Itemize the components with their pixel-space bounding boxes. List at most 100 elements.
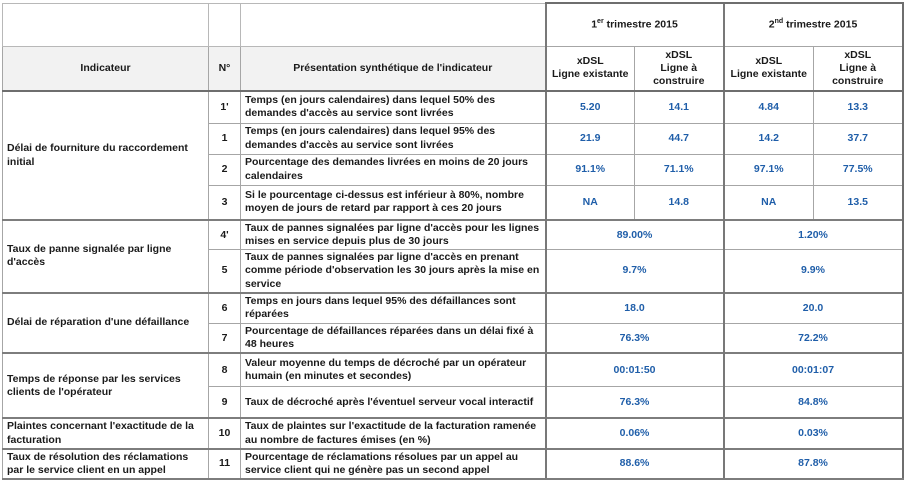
indicator-number: 4'	[208, 219, 241, 251]
indicator-group-label: Délai de fourniture du raccordement init…	[2, 90, 209, 221]
indicator-number: 2	[208, 153, 241, 186]
trimester-1-header: 1er trimestre 2015	[544, 2, 725, 47]
indicator-description: Pourcentage des demandes livrées en moin…	[240, 153, 546, 186]
col-header-q2-existing-line: xDSL Ligne existante	[722, 45, 815, 92]
col-header-q1-line-to-build: xDSL Ligne à construire	[633, 45, 725, 92]
table-row: Délai de réparation d'une défaillance 6 …	[2, 291, 904, 354]
indicator-description: Taux de décroché après l'éventuel serveu…	[240, 385, 546, 419]
value-cell: NA	[544, 184, 635, 221]
value-cell: 5.20	[544, 90, 635, 124]
value-cell: 71.1%	[633, 153, 725, 186]
trimester-2-header: 2nd trimestre 2015	[722, 2, 904, 47]
value-cell: 87.8%	[722, 447, 904, 480]
value-cell: 84.8%	[722, 385, 904, 419]
value-cell: NA	[722, 184, 815, 221]
indicator-description: Taux de plaintes sur l'exactitude de la …	[240, 417, 546, 450]
empty-cell	[2, 2, 209, 47]
table-row: Taux de résolution des réclamations par …	[2, 447, 904, 480]
indicator-group-label: Plaintes concernant l'exactitude de la f…	[2, 417, 209, 450]
subheader-line: Ligne existante	[552, 68, 629, 81]
value-cell: 37.7	[813, 122, 904, 155]
indicator-group-label: Délai de réparation d'une défaillance	[2, 291, 209, 354]
value-cell: 20.0	[722, 291, 904, 325]
subheader-line: Ligne à construire	[832, 61, 884, 87]
column-header-row: Indicateur N° Présentation synthétique d…	[2, 45, 904, 92]
indicator-description: Si le pourcentage ci-dessus est inférieu…	[240, 184, 546, 221]
subheader-line: Ligne existante	[730, 68, 807, 81]
indicator-number: 3	[208, 184, 241, 221]
empty-cell	[240, 2, 546, 47]
value-cell: 9.9%	[722, 249, 904, 294]
value-cell: 21.9	[544, 122, 635, 155]
trimester-2-label: trimestre 2015	[783, 18, 858, 31]
trimester-1-sup: er	[597, 17, 604, 25]
subheader-line: xDSL	[755, 55, 783, 68]
indicator-number: 5	[208, 249, 241, 294]
indicator-group-label: Temps de réponse par les services client…	[2, 352, 209, 419]
indicator-description: Pourcentage de réclamations résolues par…	[240, 447, 546, 480]
value-cell: 91.1%	[544, 153, 635, 186]
value-cell: 0.06%	[544, 417, 725, 450]
indicator-description: Temps (en jours calendaires) dans lequel…	[240, 122, 546, 155]
subheader-line: xDSL	[576, 55, 604, 68]
value-cell: 76.3%	[544, 385, 725, 419]
value-cell: 97.1%	[722, 153, 815, 186]
value-cell: 9.7%	[544, 249, 725, 294]
subheader-line: xDSL	[665, 48, 693, 61]
table-row: 2 Pourcentage des demandes livrées en mo…	[3, 153, 904, 186]
trimester-1-base: 1	[591, 18, 598, 31]
indicator-number: 7	[208, 323, 241, 354]
value-cell: 72.2%	[722, 323, 904, 354]
indicator-group-label: Taux de résolution des réclamations par …	[2, 447, 209, 480]
indicator-number: 9	[208, 385, 241, 419]
indicator-description: Temps en jours dans lequel 95% des défai…	[240, 291, 546, 325]
trimester-2-base: 2	[768, 18, 775, 31]
value-cell: 77.5%	[813, 153, 904, 186]
col-header-q2-line-to-build: xDSL Ligne à construire	[813, 45, 904, 92]
value-cell: 4.84	[722, 90, 815, 124]
subheader-line: Ligne à construire	[653, 61, 705, 87]
trimester-header-row: 1er trimestre 2015 2nd trimestre 2015	[2, 2, 904, 47]
indicator-number: 10	[208, 417, 241, 450]
value-cell: 44.7	[633, 122, 725, 155]
value-cell: 14.8	[633, 184, 725, 221]
col-header-indicateur: Indicateur	[2, 45, 209, 92]
table-row: Délai de fourniture du raccordement init…	[2, 90, 904, 221]
value-cell: 13.5	[813, 184, 904, 221]
table-row: 7 Pourcentage de défaillances réparées d…	[3, 323, 904, 354]
table-row: Plaintes concernant l'exactitude de la f…	[2, 417, 904, 450]
value-cell: 00:01:07	[722, 352, 904, 387]
subheader-line: xDSL	[844, 48, 872, 61]
value-cell: 76.3%	[544, 323, 725, 354]
indicator-description: Taux de pannes signalées par ligne d'acc…	[240, 219, 546, 251]
col-header-q1-existing-line: xDSL Ligne existante	[544, 45, 635, 92]
value-cell: 89.00%	[544, 219, 725, 251]
indicator-description: Pourcentage de défaillances réparées dan…	[240, 323, 546, 354]
indicator-number: 11	[208, 447, 241, 480]
value-cell: 88.6%	[544, 447, 725, 480]
trimester-1-label: trimestre 2015	[603, 18, 678, 31]
empty-cell	[208, 2, 241, 47]
table-row: 3 Si le pourcentage ci-dessus est inféri…	[3, 184, 904, 221]
value-cell: 0.03%	[722, 417, 904, 450]
indicator-description: Taux de pannes signalées par ligne d'acc…	[240, 249, 546, 294]
value-cell: 18.0	[544, 291, 725, 325]
indicator-number: 1'	[208, 90, 241, 124]
table-row: Temps de réponse par les services client…	[2, 352, 904, 419]
indicator-number: 8	[208, 352, 241, 387]
value-cell: 14.2	[722, 122, 815, 155]
value-cell: 13.3	[813, 90, 904, 124]
trimester-2-sup: nd	[774, 17, 784, 25]
indicator-description: Temps (en jours calendaires) dans lequel…	[240, 90, 546, 124]
value-cell: 00:01:50	[544, 352, 725, 387]
indicator-number: 6	[208, 291, 241, 325]
value-cell: 14.1	[633, 90, 725, 124]
value-cell: 1.20%	[722, 219, 904, 251]
indicator-number: 1	[208, 122, 241, 155]
indicator-group-label: Taux de panne signalée par ligne d'accès	[2, 219, 209, 294]
col-header-presentation: Présentation synthétique de l'indicateur	[240, 45, 546, 92]
indicator-description: Valeur moyenne du temps de décroché par …	[240, 352, 546, 387]
col-header-numero: N°	[208, 45, 241, 92]
